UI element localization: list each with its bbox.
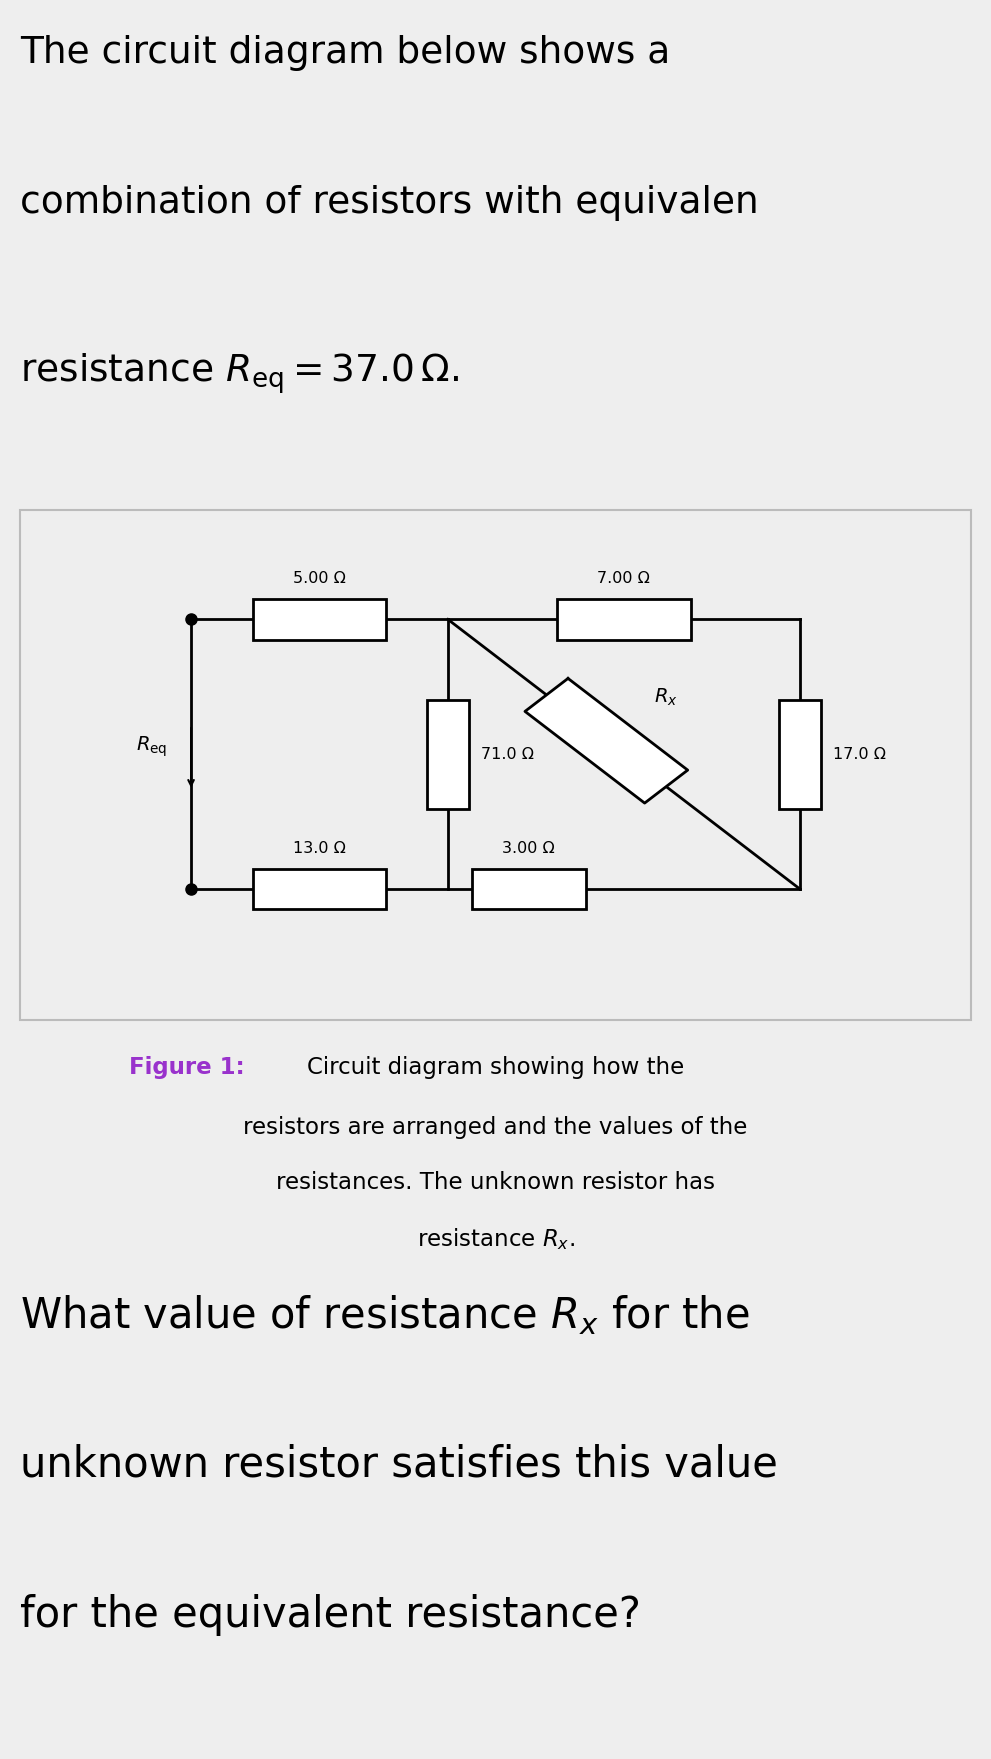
Text: Figure 1:: Figure 1: xyxy=(129,1057,245,1080)
Text: The circuit diagram below shows a: The circuit diagram below shows a xyxy=(20,35,670,70)
Text: 7.00 Ω: 7.00 Ω xyxy=(598,572,650,586)
Text: resistors are arranged and the values of the: resistors are arranged and the values of… xyxy=(244,1115,747,1138)
Text: resistance $R_x$.: resistance $R_x$. xyxy=(416,1226,575,1252)
Text: resistance $R_{\mathrm{eq}} = 37.0\,\Omega$.: resistance $R_{\mathrm{eq}} = 37.0\,\Ome… xyxy=(20,352,459,396)
Bar xyxy=(472,869,586,909)
Text: 17.0 Ω: 17.0 Ω xyxy=(833,748,886,762)
Text: $R_x$: $R_x$ xyxy=(654,686,678,707)
Bar xyxy=(557,600,691,640)
Text: combination of resistors with equivalen: combination of resistors with equivalen xyxy=(20,185,758,222)
Text: 71.0 Ω: 71.0 Ω xyxy=(482,748,534,762)
Bar xyxy=(253,600,386,640)
Polygon shape xyxy=(525,679,688,804)
Text: resistances. The unknown resistor has: resistances. The unknown resistor has xyxy=(276,1171,715,1194)
Text: What value of resistance $R_x$ for the: What value of resistance $R_x$ for the xyxy=(20,1293,749,1337)
Text: $R_{\mathrm{eq}}$: $R_{\mathrm{eq}}$ xyxy=(136,735,167,760)
Text: unknown resistor satisfies this value: unknown resistor satisfies this value xyxy=(20,1442,778,1485)
Bar xyxy=(253,869,386,909)
Bar xyxy=(427,700,469,809)
Bar xyxy=(779,700,821,809)
Text: for the equivalent resistance?: for the equivalent resistance? xyxy=(20,1594,641,1636)
Text: Circuit diagram showing how the: Circuit diagram showing how the xyxy=(307,1057,685,1080)
Text: 13.0 Ω: 13.0 Ω xyxy=(293,841,346,855)
Text: 5.00 Ω: 5.00 Ω xyxy=(293,572,346,586)
Text: 3.00 Ω: 3.00 Ω xyxy=(502,841,555,855)
